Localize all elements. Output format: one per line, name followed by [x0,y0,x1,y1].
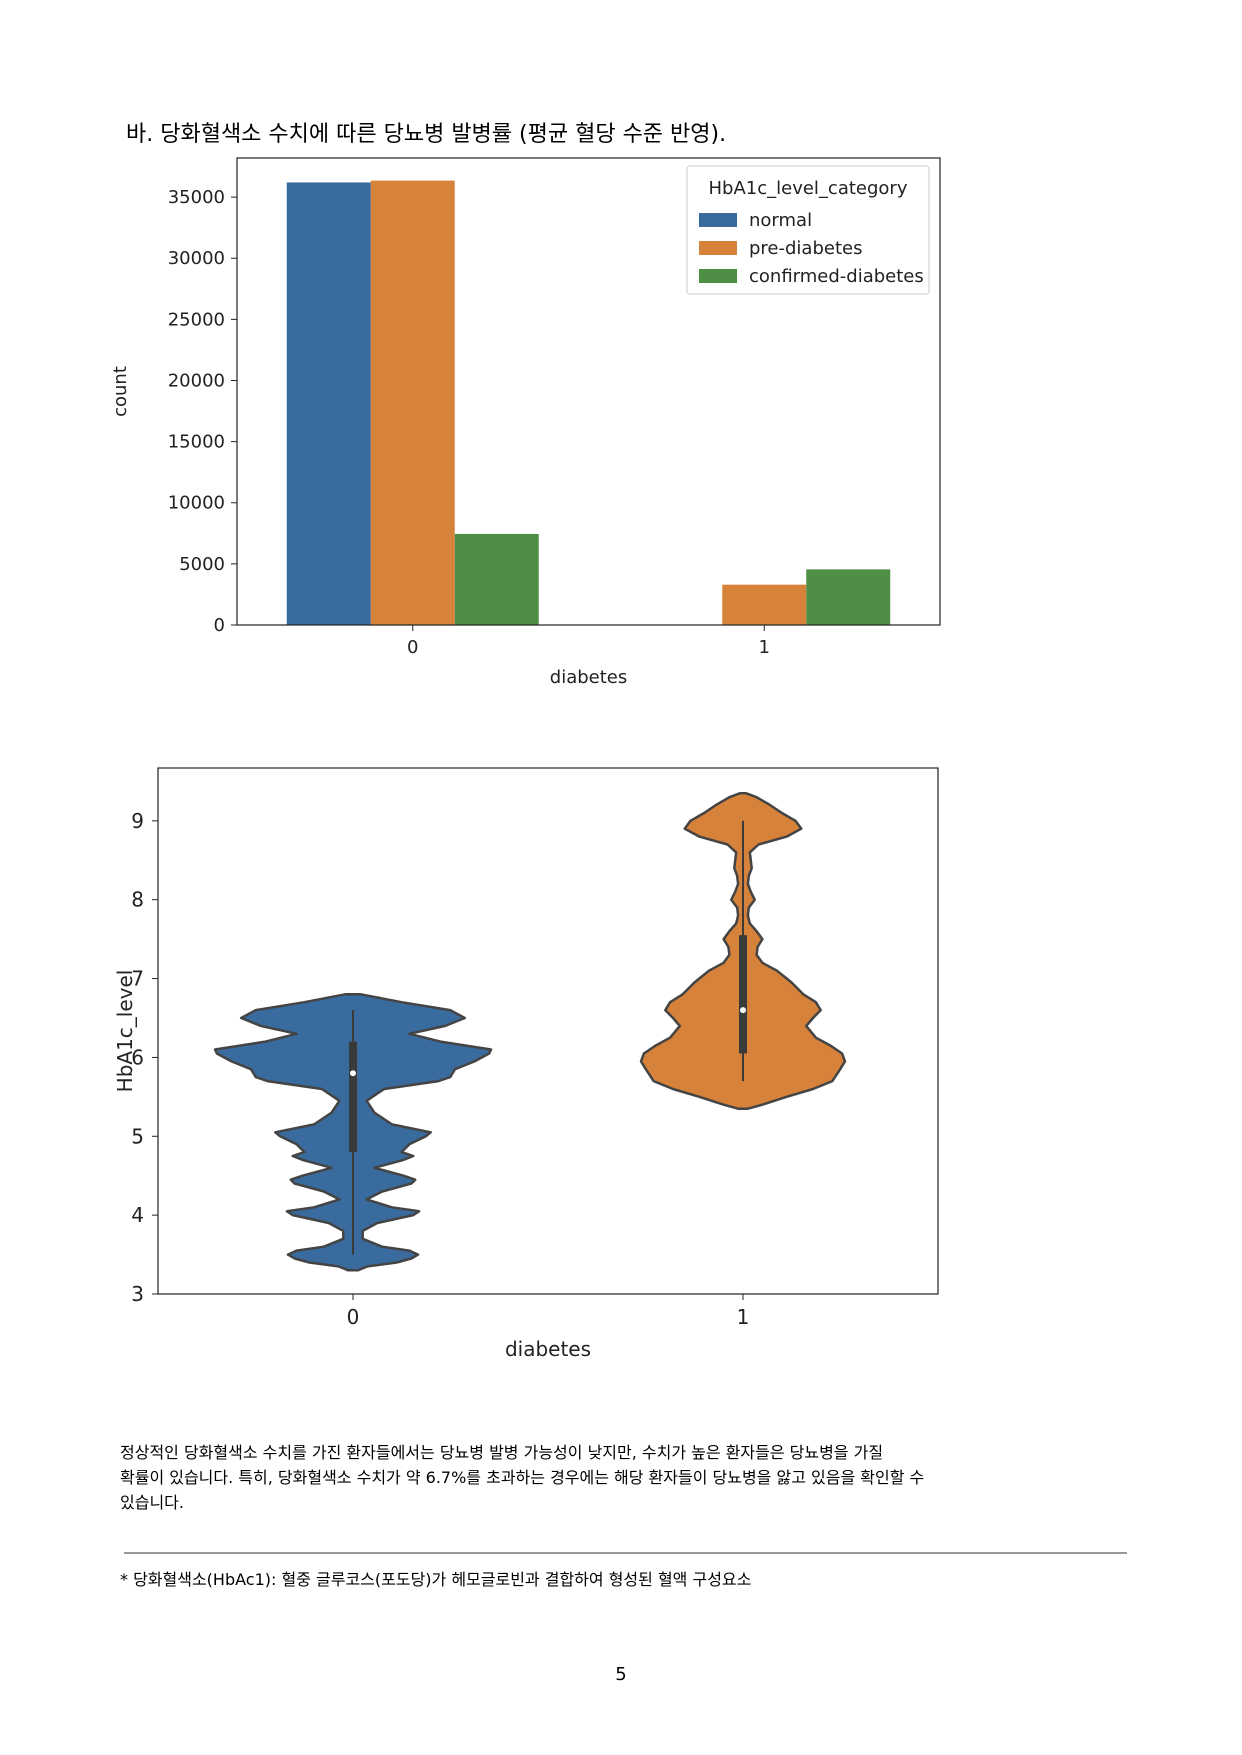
bar [806,569,891,625]
paragraph-line: 있습니다. [120,1493,184,1512]
y-tick-label: 5 [131,1124,144,1148]
legend-swatch [699,241,737,255]
bar [454,533,539,625]
violin-median-dot [350,1070,356,1077]
legend-title: HbA1c_level_category [709,178,908,199]
y-tick-label: 6 [131,1045,144,1069]
y-tick-label: 25000 [168,309,225,330]
bar [286,182,371,625]
y-tick-label: 4 [131,1203,144,1227]
x-tick-label: 0 [347,1305,360,1329]
x-tick-label: 0 [407,637,418,658]
footnote: * 당화혈색소(HbAc1): 혈중 글루코스(포도당)가 헤모글로빈과 결합하… [120,1570,752,1589]
violin-iqr-box [739,935,747,1054]
y-tick-label: 30000 [168,248,225,269]
y-tick-label: 3 [131,1282,144,1306]
x-tick-label: 1 [737,1305,750,1329]
page-number: 5 [615,1664,627,1685]
y-tick-label: 7 [131,967,144,991]
bar [722,584,807,625]
legend-swatch [699,213,737,227]
y-tick-label: 35000 [168,187,225,208]
violin-iqr-box [349,1041,357,1153]
y-tick-label: 15000 [168,432,225,453]
x-axis-label: diabetes [550,667,627,688]
hba1c-level-violin-chart: 3 4 5 6 7 8 9 0 1 diabetes HbA1c_level [113,767,939,1361]
plot-frame [157,767,939,1295]
footnote-divider [124,1552,1127,1554]
plot-frame [236,157,941,626]
legend-label: normal [749,210,812,231]
y-axis-label: count [110,366,131,417]
bar [370,180,455,625]
paragraph-line: 정상적인 당화혈색소 수치를 가진 환자들에서는 당뇨병 발병 가능성이 낮지만… [120,1443,884,1462]
legend-label: pre-diabetes [749,238,862,259]
legend-box [686,165,930,295]
legend-label: confirmed-diabetes [749,266,924,287]
section-heading: 바. 당화혈색소 수치에 따른 당뇨병 발병률 (평균 혈당 수준 반영). [126,122,727,147]
y-axis-label: HbA1c_level [113,970,137,1093]
y-tick-label: 10000 [168,493,225,514]
x-axis-label: diabetes [505,1337,591,1361]
y-tick-label: 20000 [168,370,225,391]
legend-swatch [699,269,737,283]
paragraph-line: 확률이 있습니다. 특히, 당화혈색소 수치가 약 6.7%를 초과하는 경우에… [120,1468,925,1487]
y-tick-label: 5000 [179,554,225,575]
body-paragraph: 정상적인 당화혈색소 수치를 가진 환자들에서는 당뇨병 발병 가능성이 낮지만… [120,1440,1130,1515]
violin-median-dot [740,1007,746,1014]
y-tick-label: 0 [214,615,225,636]
x-tick-label: 1 [759,637,770,658]
y-tick-label: 8 [131,888,144,912]
hba1c-category-count-bar-chart: 0 5000 10000 15000 20000 25000 30000 35000 0 1 dia… [110,157,941,688]
y-tick-label: 9 [131,809,144,833]
